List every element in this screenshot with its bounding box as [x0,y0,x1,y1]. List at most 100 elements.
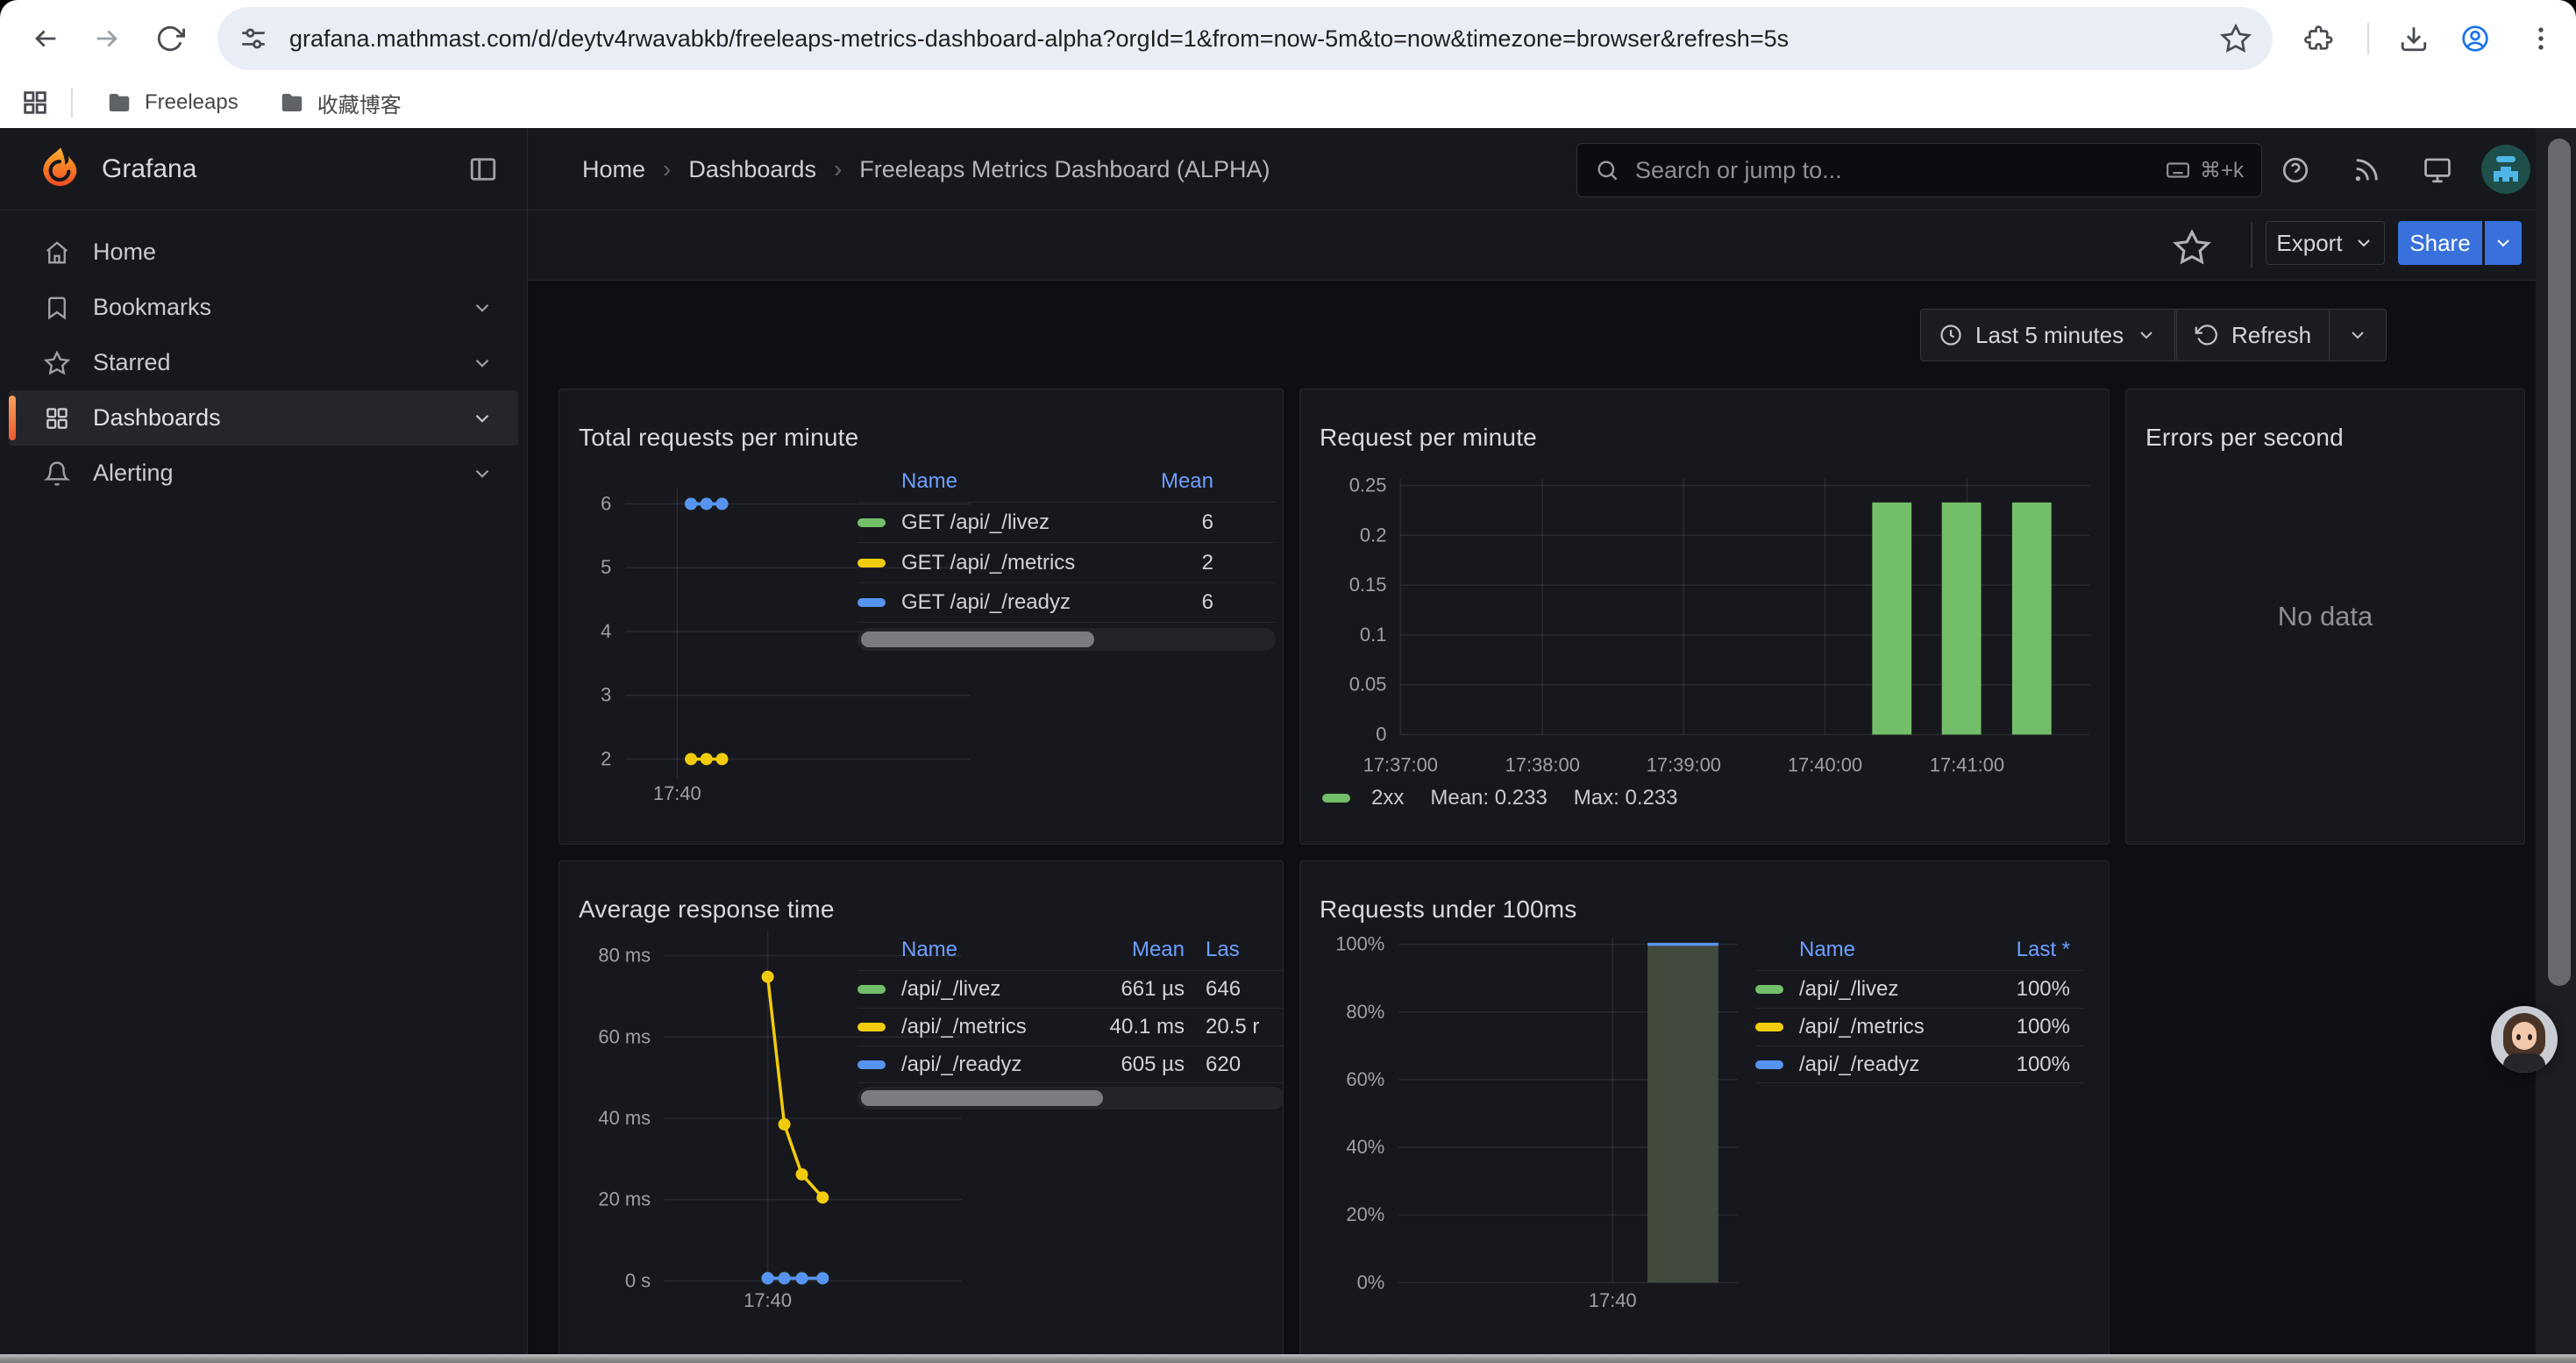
series-mean: 6 [1201,510,1213,534]
extensions-button[interactable] [2295,14,2344,63]
url-input[interactable] [288,24,2204,54]
legend-header-name[interactable]: Name [1799,938,1856,961]
export-button[interactable]: Export [2266,221,2385,265]
time-range-button[interactable]: Last 5 minutes [1921,310,2174,360]
svg-text:0.05: 0.05 [1349,674,1387,696]
legend-table: Name Last * /api/_/livez 100% /api/_/met… [1755,930,2084,1083]
series-toggle[interactable]: GET /api/_/livez [857,510,1108,535]
favorite-star-icon[interactable] [2173,228,2211,267]
series-toggle[interactable]: /api/_/readyz [1755,1053,1974,1077]
series-toggle[interactable]: GET /api/_/readyz [857,590,1108,615]
downloads-button[interactable] [2389,14,2438,63]
legend-header-name[interactable]: Name [901,469,958,493]
series-toggle[interactable]: /api/_/readyz [857,1053,1071,1077]
page-header: Home › Dashboards › Freeleaps Metrics Da… [528,128,2576,211]
chevron-down-icon[interactable] [471,352,494,375]
series-toggle[interactable]: /api/_/metrics [857,1015,1071,1039]
series-max-stat: Max: 0.233 [1573,786,1678,810]
svg-text:17:41:00: 17:41:00 [1930,753,2004,775]
refresh-interval-button[interactable] [2329,310,2386,360]
sidebar-nav: Home Bookmarks Starred Dashboards [0,225,527,501]
chevron-down-icon[interactable] [471,296,494,319]
avg-response-time-chart[interactable]: 17:40 80 ms 60 ms 40 ms 20 ms 0 s [559,861,1283,1362]
sidebar-item-dashboards[interactable]: Dashboards [9,390,518,446]
search-input[interactable] [1633,155,2165,185]
legend-header-last[interactable]: Las [1206,938,1240,961]
total-requests-chart[interactable]: 17:40 6 5 4 3 2 [559,389,1283,844]
vertical-scrollbar[interactable] [2536,128,2576,1363]
panel-title[interactable]: Total requests per minute [579,424,859,452]
requests-under-100ms-chart[interactable]: 17:40 100% 80% 60% 40% 20% 0% [1300,861,2109,1362]
breadcrumb-dashboards[interactable]: Dashboards [688,155,816,182]
svg-text:0.15: 0.15 [1349,574,1387,596]
browser-menu-button[interactable] [2516,14,2565,63]
legend-row: GET /api/_/livez 6 [857,502,1276,542]
series-last: 20.5 r [1206,1015,1260,1038]
sidebar-item-bookmarks[interactable]: Bookmarks [9,280,518,335]
legend-scrollbar-thumb[interactable] [861,632,1094,647]
chevron-down-icon[interactable] [471,462,494,485]
legend-header-name[interactable]: Name [901,938,958,961]
svg-text:17:37:00: 17:37:00 [1363,753,1438,775]
svg-text:20%: 20% [1346,1203,1384,1225]
bookmark-folder-blogs[interactable]: 收藏博客 [265,81,416,125]
tv-mode-button[interactable] [2416,149,2459,191]
panel-title[interactable]: Requests under 100ms [1320,896,1577,924]
panel-title[interactable]: Errors per second [2145,424,2344,452]
series-name: 2xx [1371,786,1405,810]
reload-button[interactable] [144,12,196,65]
shortcut-label: ⌘+k [2199,158,2244,182]
breadcrumb-home[interactable]: Home [582,155,646,182]
series-toggle[interactable]: /api/_/livez [857,977,1071,1002]
assistant-avatar-button[interactable] [2491,1006,2558,1073]
panel-avg-response-time: Average response time 17:40 80 ms 60 ms 40 … [559,860,1284,1363]
breadcrumb-separator: › [833,155,843,182]
avatar-body [2503,1053,2545,1073]
legend-row: /api/_/livez 100% [1755,970,2084,1008]
svg-text:5: 5 [601,556,611,578]
legend-header-mean[interactable]: Mean [1131,938,1185,961]
back-button[interactable] [19,12,72,65]
bookmark-star-icon[interactable] [2220,23,2252,54]
help-button[interactable] [2274,149,2316,191]
grafana-logo[interactable] [37,146,82,192]
panel-title[interactable]: Average response time [579,896,835,924]
search-box[interactable]: ⌘+k [1576,143,2262,197]
series-toggle[interactable]: GET /api/_/metrics [857,551,1108,575]
legend-table: Name Mean Las /api/_/livez 661 µs 646 /a… [857,930,1283,1110]
refresh-button[interactable]: Refresh [2177,310,2329,360]
svg-text:0%: 0% [1357,1271,1385,1293]
series-swatch [857,558,886,567]
site-settings-icon[interactable] [238,24,268,54]
apps-grid-icon[interactable] [20,88,50,118]
series-mean: 2 [1201,550,1213,574]
series-toggle[interactable]: /api/_/livez [1755,977,1974,1002]
panel-title[interactable]: Request per minute [1320,424,1537,452]
chevron-down-icon[interactable] [471,407,494,430]
news-button[interactable] [2345,149,2387,191]
sidebar-item-starred[interactable]: Starred [9,335,518,390]
vertical-scrollbar-thumb[interactable] [2548,139,2571,986]
address-bar[interactable] [217,7,2273,70]
legend-header-last[interactable]: Last * [2016,938,2070,961]
dock-toggle-icon[interactable] [467,153,499,185]
grafana-brand[interactable]: Grafana [102,153,197,183]
sidebar-item-home[interactable]: Home [9,225,518,280]
breadcrumb-separator: › [663,155,672,182]
profile-button[interactable] [2451,14,2500,63]
sidebar-item-alerting[interactable]: Alerting [9,446,518,501]
share-menu-button[interactable] [2485,221,2522,265]
horizontal-scrollbar[interactable] [0,1354,2576,1363]
request-per-minute-chart[interactable]: 17:37:00 17:38:00 17:39:00 17:40:00 17:41:00… [1300,389,2109,844]
legend-header-mean[interactable]: Mean [1160,469,1213,493]
user-avatar[interactable] [2481,145,2530,194]
legend-line[interactable]: 2xx Mean: 0.233 Max: 0.233 [1322,786,1678,810]
legend-scrollbar[interactable] [857,1087,1283,1110]
legend-scrollbar-thumb[interactable] [861,1090,1103,1106]
share-button[interactable]: Share [2398,221,2482,265]
legend-scrollbar[interactable] [857,628,1276,651]
bookmark-folder-freeleaps[interactable]: Freeleaps [92,82,253,123]
series-toggle[interactable]: /api/_/metrics [1755,1015,1974,1039]
forward-button[interactable] [81,12,133,65]
